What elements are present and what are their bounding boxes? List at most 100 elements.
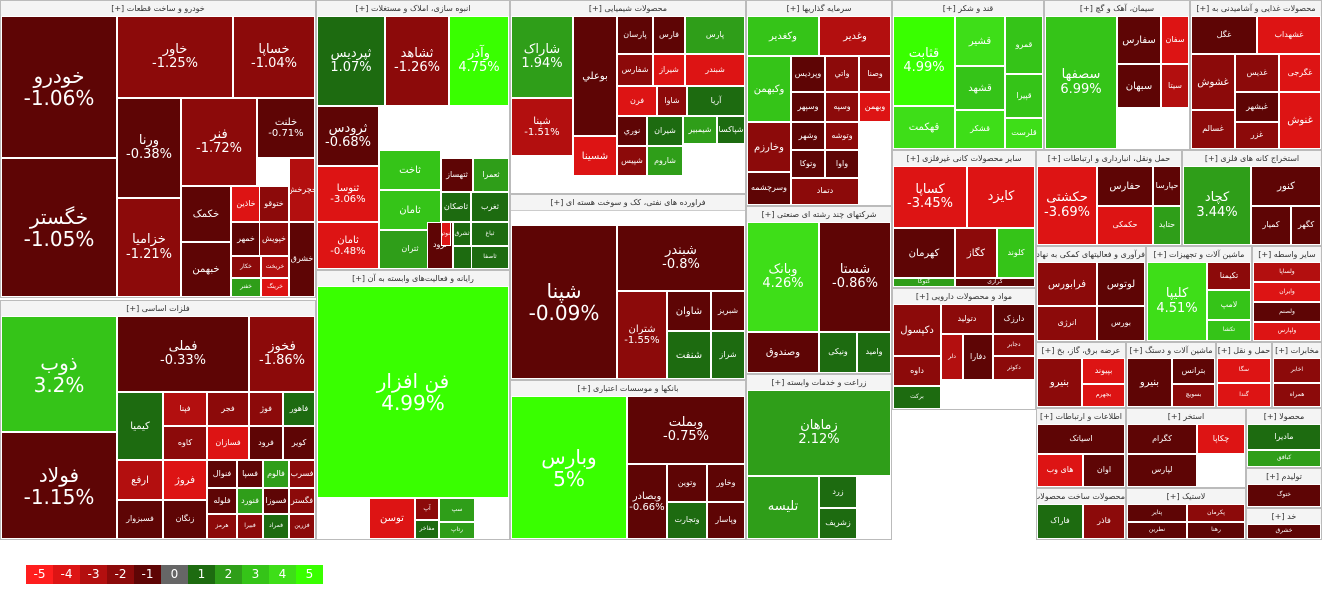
sector-header[interactable]: خودرو و ساخت قطعات [+] bbox=[1, 1, 315, 17]
sector-header[interactable]: محصولا [+] bbox=[1247, 409, 1321, 425]
stock-tile[interactable]: کهرمان bbox=[893, 228, 955, 278]
stock-tile[interactable]: پارسان bbox=[617, 16, 653, 54]
stock-tile[interactable]: کبافق bbox=[1247, 450, 1321, 467]
sector-header[interactable]: حمل و نقل [+] bbox=[1217, 343, 1271, 359]
stock-tile[interactable]: مادیرا bbox=[1247, 424, 1321, 450]
stock-tile[interactable]: سگا bbox=[1217, 358, 1271, 383]
stock-tile[interactable]: قهکمت bbox=[893, 106, 955, 149]
stock-tile[interactable]: غسالم bbox=[1191, 110, 1235, 149]
stock-tile[interactable]: فپنا bbox=[163, 392, 207, 426]
stock-tile[interactable]: فخوز -1.86% bbox=[249, 316, 315, 392]
stock-tile[interactable]: ثغرب bbox=[471, 192, 509, 222]
sector-header[interactable]: لاستیک [+] bbox=[1127, 489, 1245, 505]
stock-tile[interactable]: شپیس bbox=[617, 146, 647, 176]
stock-tile[interactable]: فسپا bbox=[237, 460, 263, 488]
stock-tile[interactable]: دجابر bbox=[993, 334, 1035, 356]
stock-tile[interactable]: حتاید bbox=[1153, 206, 1181, 245]
stock-tile[interactable]: شاوا bbox=[657, 86, 687, 116]
stock-tile[interactable]: قثابت 4.99% bbox=[893, 16, 955, 106]
sector-header[interactable]: حمل ونقل، انبارداری و ارتباطات [+] bbox=[1037, 151, 1181, 167]
stock-tile[interactable]: خکمک bbox=[181, 186, 231, 242]
stock-tile[interactable]: همراه bbox=[1273, 383, 1321, 407]
sector-header[interactable]: سیمان، آهک و گچ [+] bbox=[1045, 1, 1189, 17]
sector-header[interactable]: خد [+] bbox=[1247, 509, 1321, 525]
stock-tile[interactable]: وبانک 4.26% bbox=[747, 222, 819, 332]
stock-tile[interactable]: ورنا -0.38% bbox=[117, 98, 181, 198]
stock-tile[interactable]: کیمیا bbox=[117, 392, 163, 460]
stock-tile[interactable]: کساپا -3.45% bbox=[893, 166, 967, 228]
stock-tile[interactable]: هرمز bbox=[207, 514, 237, 539]
stock-tile[interactable]: کگهر bbox=[1291, 206, 1321, 245]
stock-tile[interactable]: غنوش bbox=[1279, 92, 1321, 149]
legend-swatch[interactable]: 5 bbox=[296, 565, 323, 584]
stock-tile[interactable]: وخاور bbox=[707, 464, 745, 502]
stock-tile[interactable]: قشهد bbox=[955, 66, 1005, 110]
sector-header[interactable]: سایر واسطه [+] bbox=[1253, 247, 1321, 263]
sector-header[interactable]: ماشین آلات و تجهیزات [+] bbox=[1147, 247, 1251, 263]
stock-tile[interactable]: خشرق bbox=[289, 222, 315, 297]
sector-header[interactable]: انبوه سازی، املاک و مستغلات [+] bbox=[317, 1, 509, 17]
stock-tile[interactable]: وایران bbox=[1253, 282, 1321, 302]
stock-tile[interactable]: شتران -1.55% bbox=[617, 291, 667, 379]
stock-tile[interactable]: شفارس bbox=[617, 54, 653, 86]
stock-tile[interactable]: حفارس bbox=[1097, 166, 1153, 206]
stock-tile[interactable]: فزرین bbox=[289, 514, 315, 539]
legend-swatch[interactable]: 0 bbox=[161, 565, 188, 584]
stock-tile[interactable]: زشریف bbox=[819, 508, 857, 539]
stock-tile[interactable]: پارس bbox=[685, 16, 745, 54]
sector-header[interactable]: قند و شکر [+] bbox=[893, 1, 1043, 17]
stock-tile[interactable]: بورس bbox=[1097, 306, 1145, 341]
stock-tile[interactable]: ثاخت bbox=[379, 150, 441, 190]
legend-swatch[interactable]: 2 bbox=[215, 565, 242, 584]
stock-tile[interactable]: وتوشه bbox=[825, 122, 859, 150]
stock-tile[interactable]: شیراز bbox=[653, 54, 685, 86]
stock-tile[interactable]: ثامان bbox=[379, 190, 441, 230]
stock-tile[interactable]: وسرچشمه bbox=[747, 172, 791, 205]
stock-tile[interactable]: کتوکا bbox=[893, 278, 955, 287]
stock-tile[interactable]: بترانس bbox=[1172, 358, 1215, 384]
stock-tile[interactable]: غشهداب bbox=[1257, 16, 1321, 54]
stock-tile[interactable]: بنیرو bbox=[1037, 358, 1082, 407]
stock-tile[interactable]: خشرق bbox=[1247, 524, 1321, 539]
stock-tile[interactable]: خاور -1.25% bbox=[117, 16, 233, 98]
sector-header[interactable]: فراورده های نفتی، کک و سوخت هسته ای [+] bbox=[511, 195, 745, 211]
stock-tile[interactable]: خزامیا -1.21% bbox=[117, 198, 181, 297]
stock-tile[interactable]: کگاز bbox=[955, 228, 997, 278]
stock-tile[interactable]: فرابورس bbox=[1037, 262, 1097, 306]
stock-tile[interactable]: تکشا bbox=[1207, 320, 1251, 341]
stock-tile[interactable]: خلنت -0.71% bbox=[257, 98, 315, 158]
stock-tile[interactable]: لوتوس bbox=[1097, 262, 1145, 306]
stock-tile[interactable]: وپاسار bbox=[707, 502, 745, 539]
stock-tile[interactable]: سصفها 6.99% bbox=[1045, 16, 1117, 149]
sector-header[interactable]: زراعت و خدمات وابسته [+] bbox=[747, 375, 891, 391]
stock-tile[interactable]: شبندر -0.8% bbox=[617, 225, 745, 291]
stock-tile[interactable]: فن افزار 4.99% bbox=[317, 286, 509, 498]
stock-tile[interactable]: خکار bbox=[231, 256, 261, 278]
stock-tile[interactable]: شنفت bbox=[667, 331, 711, 379]
sector-header[interactable]: سایر محصولات کانی غیرفلزی [+] bbox=[893, 151, 1035, 167]
stock-tile[interactable]: فولاد -1.15% bbox=[1, 432, 117, 539]
stock-tile[interactable]: بنیرو bbox=[1127, 358, 1172, 407]
stock-tile[interactable]: ثپردیس 1.07% bbox=[317, 16, 385, 106]
stock-tile[interactable]: وبهمن bbox=[859, 92, 891, 122]
stock-tile[interactable]: شیمبیر bbox=[683, 116, 717, 144]
stock-tile[interactable]: فنر -1.72% bbox=[181, 98, 257, 186]
sector-header[interactable]: سرمایه گذاریها [+] bbox=[747, 1, 891, 17]
stock-tile[interactable]: وغدیر bbox=[819, 16, 891, 56]
stock-tile[interactable]: فالوم bbox=[263, 460, 289, 488]
stock-tile[interactable]: خپویش bbox=[259, 222, 289, 256]
stock-tile[interactable]: فرن bbox=[617, 86, 657, 116]
stock-tile[interactable]: وامید bbox=[857, 332, 891, 373]
stock-tile[interactable]: پتایر bbox=[1127, 504, 1187, 522]
sector-header[interactable]: مواد و محصولات دارویی [+] bbox=[893, 289, 1035, 305]
sector-header[interactable]: اطلاعات و ارتباطات [+] bbox=[1037, 409, 1125, 425]
stock-tile[interactable]: خبهمن bbox=[181, 242, 231, 297]
stock-tile[interactable]: قمرو bbox=[1005, 16, 1043, 74]
stock-tile[interactable]: دتماد bbox=[791, 178, 859, 205]
stock-tile[interactable]: واوا bbox=[825, 150, 859, 178]
stock-tile[interactable]: فملی -0.33% bbox=[117, 316, 249, 392]
stock-tile[interactable]: غگل bbox=[1191, 16, 1257, 54]
stock-tile[interactable]: سپ bbox=[439, 498, 475, 522]
stock-tile[interactable]: های وب bbox=[1037, 454, 1083, 487]
stock-tile[interactable]: فبیرا bbox=[237, 514, 263, 539]
